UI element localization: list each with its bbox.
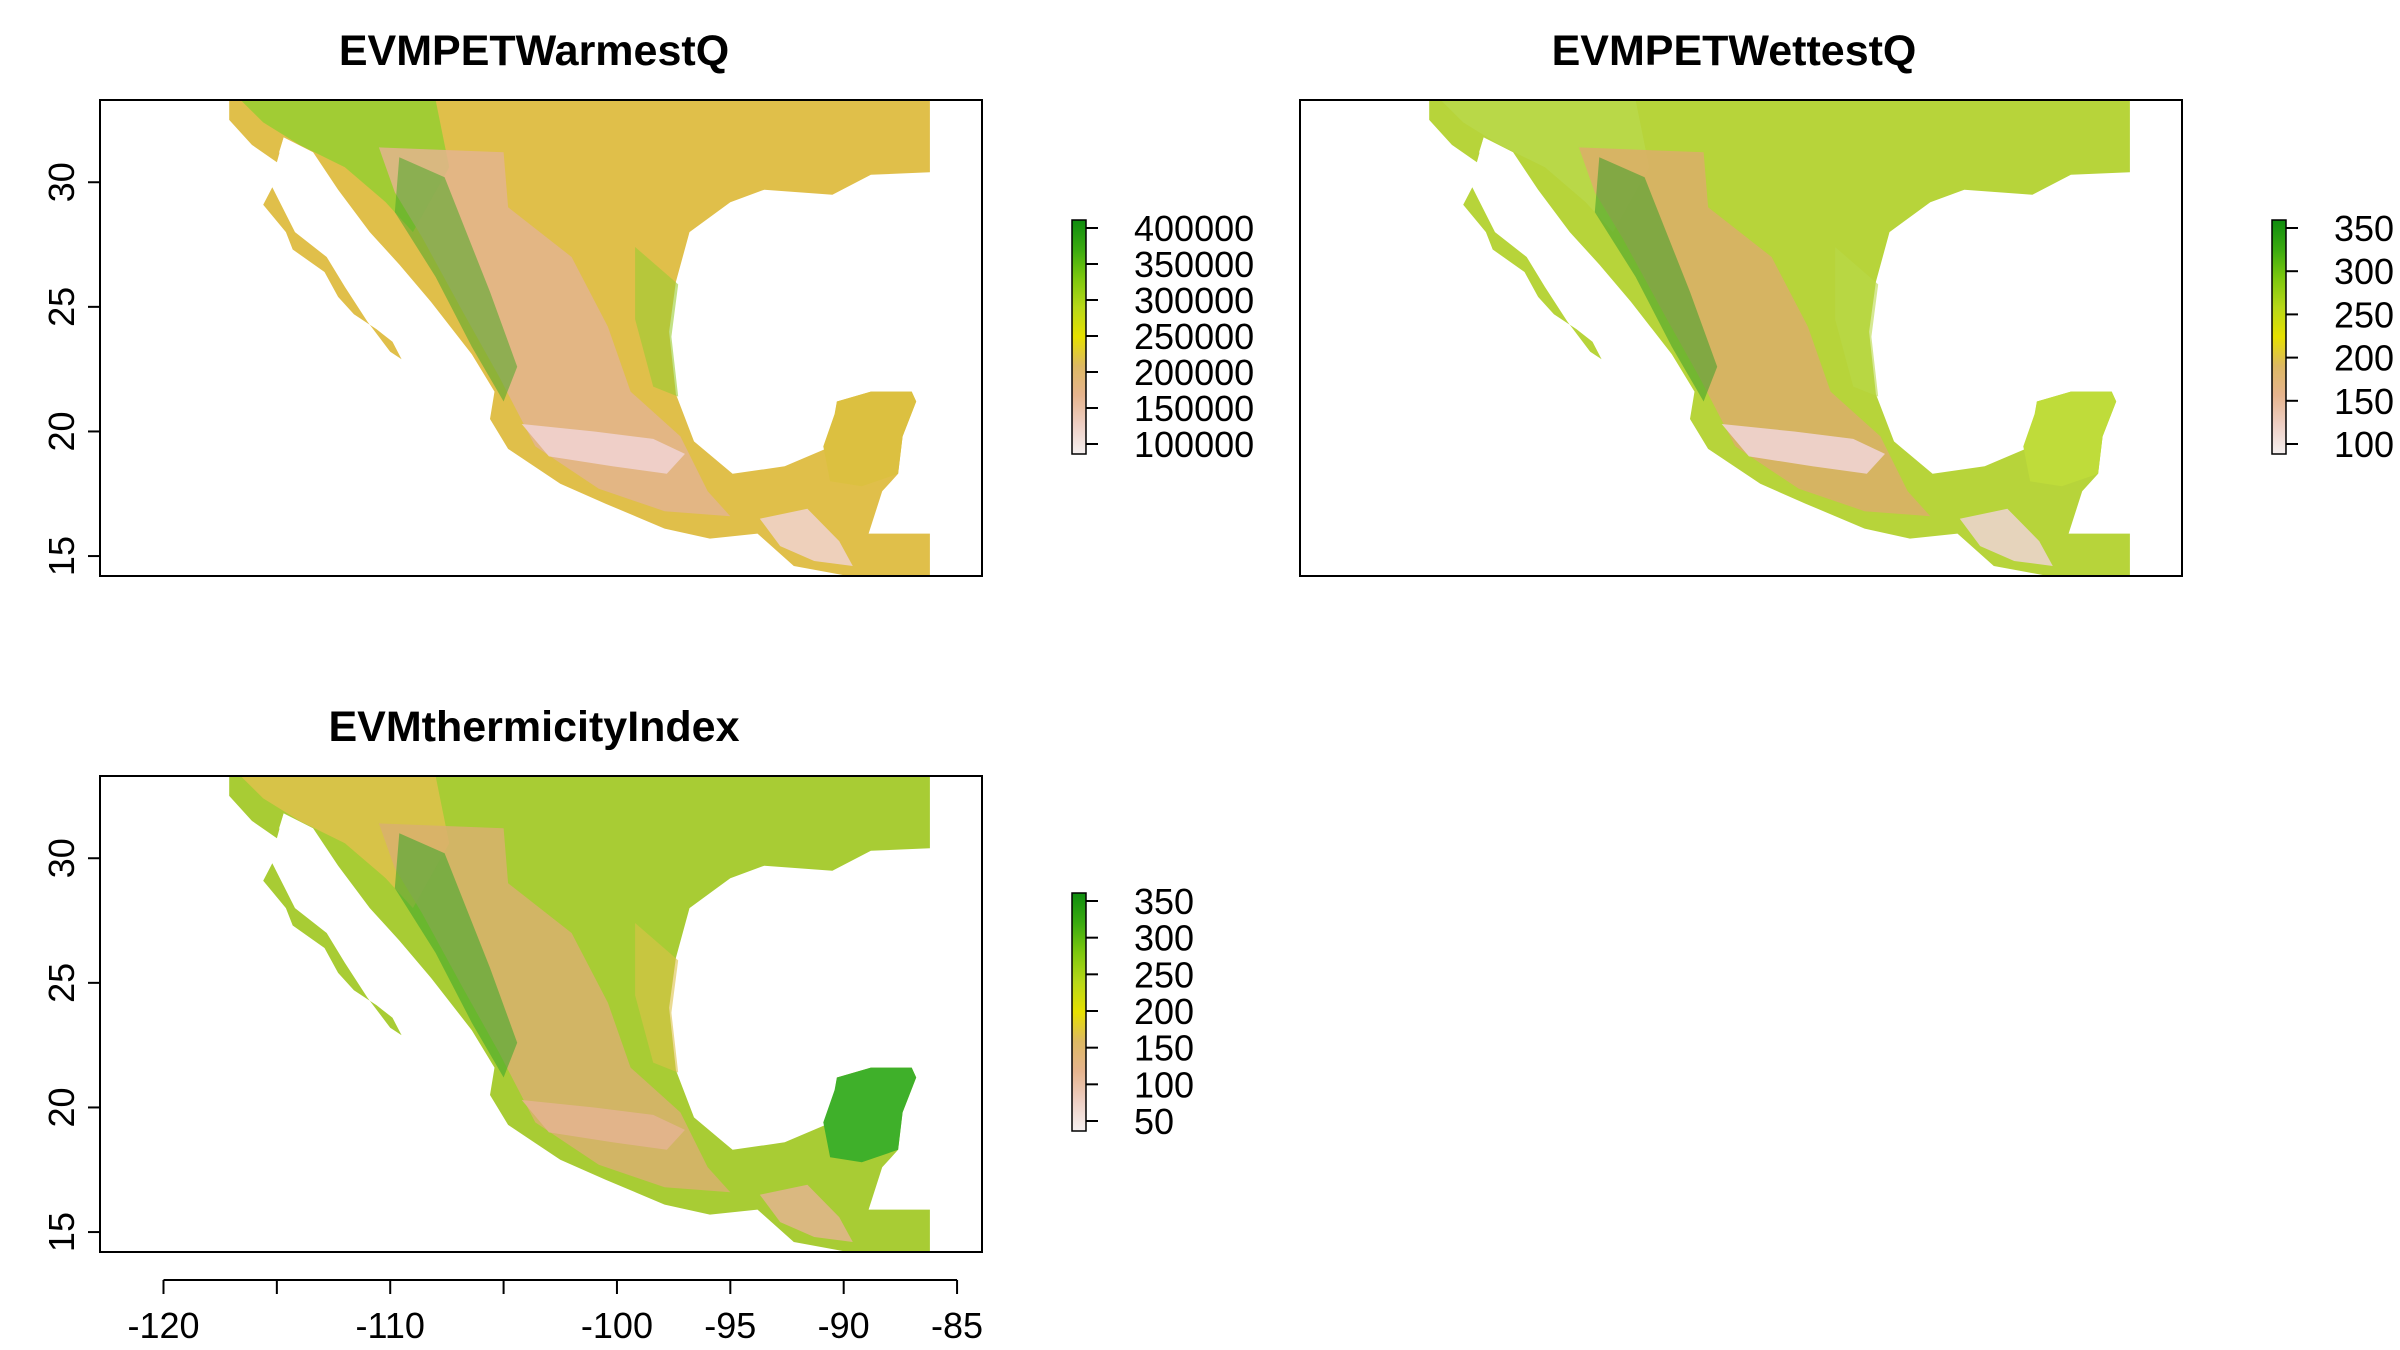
y-tick-label: 15 [41, 536, 82, 576]
y-tick-label: 20 [41, 1087, 82, 1127]
legend-label: 50 [1134, 1101, 1174, 1142]
panel-title: EVMthermicityIndex [329, 703, 740, 751]
plot-frame [1299, 99, 2183, 577]
colorbar-swatch [1071, 219, 1087, 455]
legend-label: 400000 [1134, 208, 1254, 249]
raster-layer [1429, 100, 2130, 576]
legend-label: 250 [2334, 294, 2394, 335]
legend-label: 350 [2334, 208, 2394, 249]
legend-colorbar: 4000003500003000002500002000001500001000… [1071, 208, 1254, 465]
panel-title: EVMPETWarmestQ [339, 27, 729, 75]
legend-label: 250 [1134, 954, 1194, 995]
x-tick-label: -85 [931, 1305, 983, 1346]
legend-label: 250000 [1134, 316, 1254, 357]
legend-label: 300000 [1134, 280, 1254, 321]
colorbar-swatch [2271, 219, 2287, 455]
sierra-madre-occidental [394, 157, 518, 402]
legend-label: 300 [2334, 251, 2394, 292]
legend-label: 350000 [1134, 244, 1254, 285]
panel-title: EVMPETWettestQ [1552, 27, 1917, 75]
legend-label: 100 [2334, 424, 2394, 465]
chiapas-highlands [759, 508, 853, 566]
colorbar-swatch [1071, 892, 1087, 1132]
baja-california [263, 863, 402, 1036]
x-tick-label: -120 [127, 1305, 199, 1346]
gulf-of-california [1479, 137, 1541, 218]
x-tick-label: -100 [581, 1305, 653, 1346]
coastal-plain [635, 247, 679, 397]
raster-layer [229, 100, 930, 576]
chiapas-highlands [1959, 508, 2053, 566]
legend-label: 200000 [1134, 352, 1254, 393]
y-tick-label: 25 [41, 963, 82, 1003]
raster-layer [229, 776, 930, 1252]
yucatan-peninsula [823, 391, 917, 487]
legend-label: 350 [1134, 881, 1194, 922]
volcanic-belt [521, 1100, 685, 1150]
y-tick-label: 15 [41, 1212, 82, 1252]
x-tick-label: -110 [356, 1305, 425, 1346]
legend-label: 200 [1134, 991, 1194, 1032]
legend-label: 100000 [1134, 424, 1254, 465]
sierra-madre-occidental [1594, 157, 1718, 402]
legend-label: 150 [2334, 381, 2394, 422]
chiapas-highlands [759, 1184, 853, 1242]
y-tick-label: 30 [41, 162, 82, 202]
volcanic-belt [521, 424, 685, 474]
coastal-plain [635, 923, 679, 1073]
x-tick-label: -95 [704, 1305, 756, 1346]
map-panel-warm: EVMPETWarmestQ 30 25 20 15 400000350000300000… [41, 27, 1254, 577]
baja-california [263, 187, 402, 360]
legend-label: 100 [1134, 1064, 1194, 1105]
gulf-of-california [279, 813, 341, 894]
sierra-madre-occidental [394, 833, 518, 1078]
volcanic-belt [1721, 424, 1885, 474]
yucatan-peninsula [2023, 391, 2117, 487]
legend-label: 150 [1134, 1028, 1194, 1069]
y-tick-label: 25 [41, 287, 82, 327]
y-tick-label: 30 [41, 838, 82, 878]
legend-label: 300 [1134, 918, 1194, 959]
legend-label: 150000 [1134, 388, 1254, 429]
legend-label: 200 [2334, 338, 2394, 379]
yucatan-peninsula [823, 1067, 917, 1163]
x-tick-label: -90 [818, 1305, 870, 1346]
coastal-plain [1835, 247, 1879, 397]
map-panel-therm: EVMthermicityIndex 30 25 20 15 -120 -110 -100 -9… [41, 703, 1194, 1346]
y-tick-label: 20 [41, 411, 82, 451]
gulf-of-california [279, 137, 341, 218]
baja-california [1463, 187, 1602, 360]
